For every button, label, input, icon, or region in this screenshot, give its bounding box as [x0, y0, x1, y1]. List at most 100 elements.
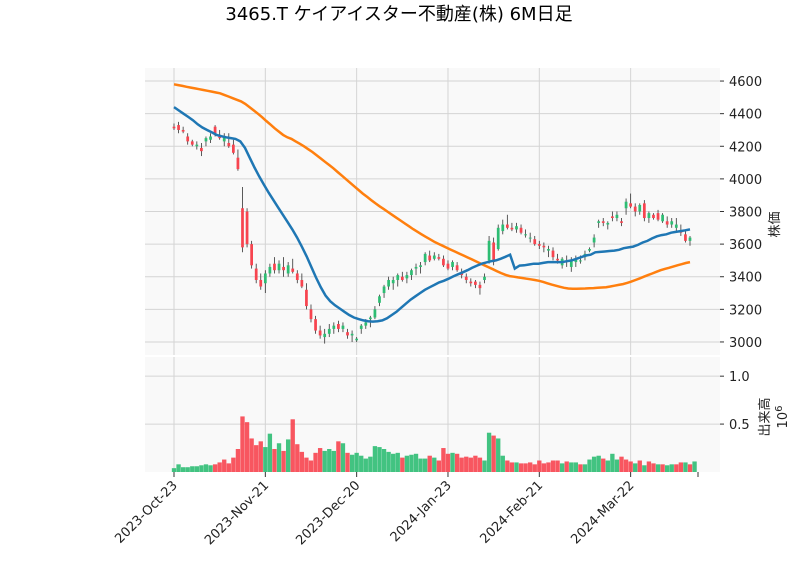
- volume-bar: [272, 449, 277, 472]
- volume-bar: [587, 459, 592, 472]
- volume-bar: [468, 457, 473, 472]
- volume-bar: [203, 464, 209, 472]
- volume-bar: [281, 450, 286, 472]
- candle-body: [652, 214, 655, 219]
- candle-body: [400, 276, 404, 280]
- candle-body: [446, 263, 450, 269]
- volume-bar: [299, 451, 305, 472]
- volume-bar: [368, 456, 373, 472]
- volume-bar: [678, 462, 684, 472]
- candle-body: [432, 255, 436, 259]
- candle-body: [524, 234, 527, 236]
- volume-bar: [180, 467, 186, 472]
- candle-body: [346, 332, 349, 336]
- candle-body: [231, 144, 235, 153]
- price-tick-label: 3600: [729, 238, 762, 253]
- volume-bar: [212, 464, 218, 472]
- volume-bar: [409, 454, 414, 472]
- volume-bar: [263, 447, 268, 472]
- candle-body: [332, 325, 336, 329]
- chart-title: 3465.T ケイアイスター不動産(株) 6M日足: [225, 4, 572, 25]
- candle-body: [378, 296, 381, 303]
- volume-bar: [258, 441, 263, 472]
- volume-bar: [190, 466, 195, 472]
- volume-bar: [359, 455, 364, 472]
- volume-bar: [509, 462, 515, 472]
- volume-axis-exponent: 106: [774, 406, 791, 429]
- moving-average-short: [173, 106, 691, 323]
- volume-bar: [395, 452, 400, 472]
- candle-body: [355, 338, 359, 341]
- price-tick-label: 3800: [729, 206, 762, 221]
- candle-body: [688, 237, 692, 241]
- candle-body: [250, 244, 253, 266]
- candle-body: [556, 258, 559, 261]
- volume-bar: [610, 453, 615, 472]
- volume-bar: [464, 456, 469, 472]
- volume-bar: [427, 455, 432, 472]
- candle-body: [483, 276, 486, 280]
- candle-body: [487, 240, 491, 261]
- volume-bar: [244, 422, 250, 472]
- candle-body: [277, 263, 281, 271]
- candle-body: [323, 333, 327, 338]
- volume-bar: [605, 460, 610, 472]
- x-tick-label: 2023-Dec-20: [293, 478, 363, 548]
- candle-body: [501, 224, 505, 232]
- candle-body: [492, 242, 496, 263]
- volume-bar: [176, 464, 181, 472]
- volume-bar: [377, 447, 382, 472]
- candle-body: [368, 317, 372, 320]
- candle-body: [259, 279, 263, 287]
- candle-body: [592, 237, 596, 243]
- candle-body: [204, 138, 208, 142]
- volume-bar: [331, 450, 336, 472]
- volume-bar: [240, 416, 245, 472]
- candle-body: [195, 144, 199, 147]
- candle-body: [656, 213, 660, 220]
- candle-body: [282, 266, 285, 271]
- candle-body: [245, 211, 249, 245]
- price-tick-label: 4400: [729, 108, 762, 123]
- volume-bar: [185, 467, 190, 472]
- volume-bar: [194, 466, 200, 472]
- volume-bar: [226, 463, 231, 472]
- candle-body: [478, 284, 482, 289]
- volume-bar: [655, 464, 661, 472]
- candle-body: [227, 143, 231, 147]
- x-tick-label: 2024-Mar-22: [568, 478, 637, 547]
- candle-body: [661, 214, 664, 222]
- volume-bar: [354, 452, 359, 472]
- candle-body: [263, 273, 267, 284]
- candle-body: [341, 325, 345, 329]
- grid-lines: [145, 68, 720, 472]
- price-tick-label: 3000: [729, 336, 762, 351]
- volume-bar: [669, 464, 674, 472]
- volume-bar: [199, 465, 204, 472]
- candle-body: [254, 268, 258, 280]
- candle-body: [209, 136, 212, 140]
- volume-bar: [336, 441, 341, 472]
- candle-body: [314, 319, 317, 331]
- volume-bar: [276, 443, 282, 472]
- candle-body: [611, 216, 614, 219]
- volume-tick-label: 0.5: [729, 418, 750, 433]
- candle-body: [423, 253, 427, 263]
- candle-body: [428, 255, 432, 261]
- price-tick-label: 4000: [729, 173, 762, 188]
- volume-bar: [381, 449, 387, 472]
- volume-bar: [349, 454, 355, 472]
- candle-body: [337, 324, 340, 329]
- candle-body: [305, 289, 308, 307]
- volume-tick-label: 1.0: [729, 370, 750, 385]
- candle-body: [177, 125, 180, 130]
- volume-bar: [459, 457, 464, 472]
- candle-body: [620, 221, 623, 223]
- price-tick-label: 4600: [729, 75, 762, 90]
- volume-bar: [637, 460, 642, 472]
- candle-body: [414, 266, 418, 269]
- volume-bar: [450, 452, 455, 472]
- candle-body: [547, 249, 550, 251]
- candle-body: [295, 273, 299, 280]
- candle-body: [569, 260, 573, 267]
